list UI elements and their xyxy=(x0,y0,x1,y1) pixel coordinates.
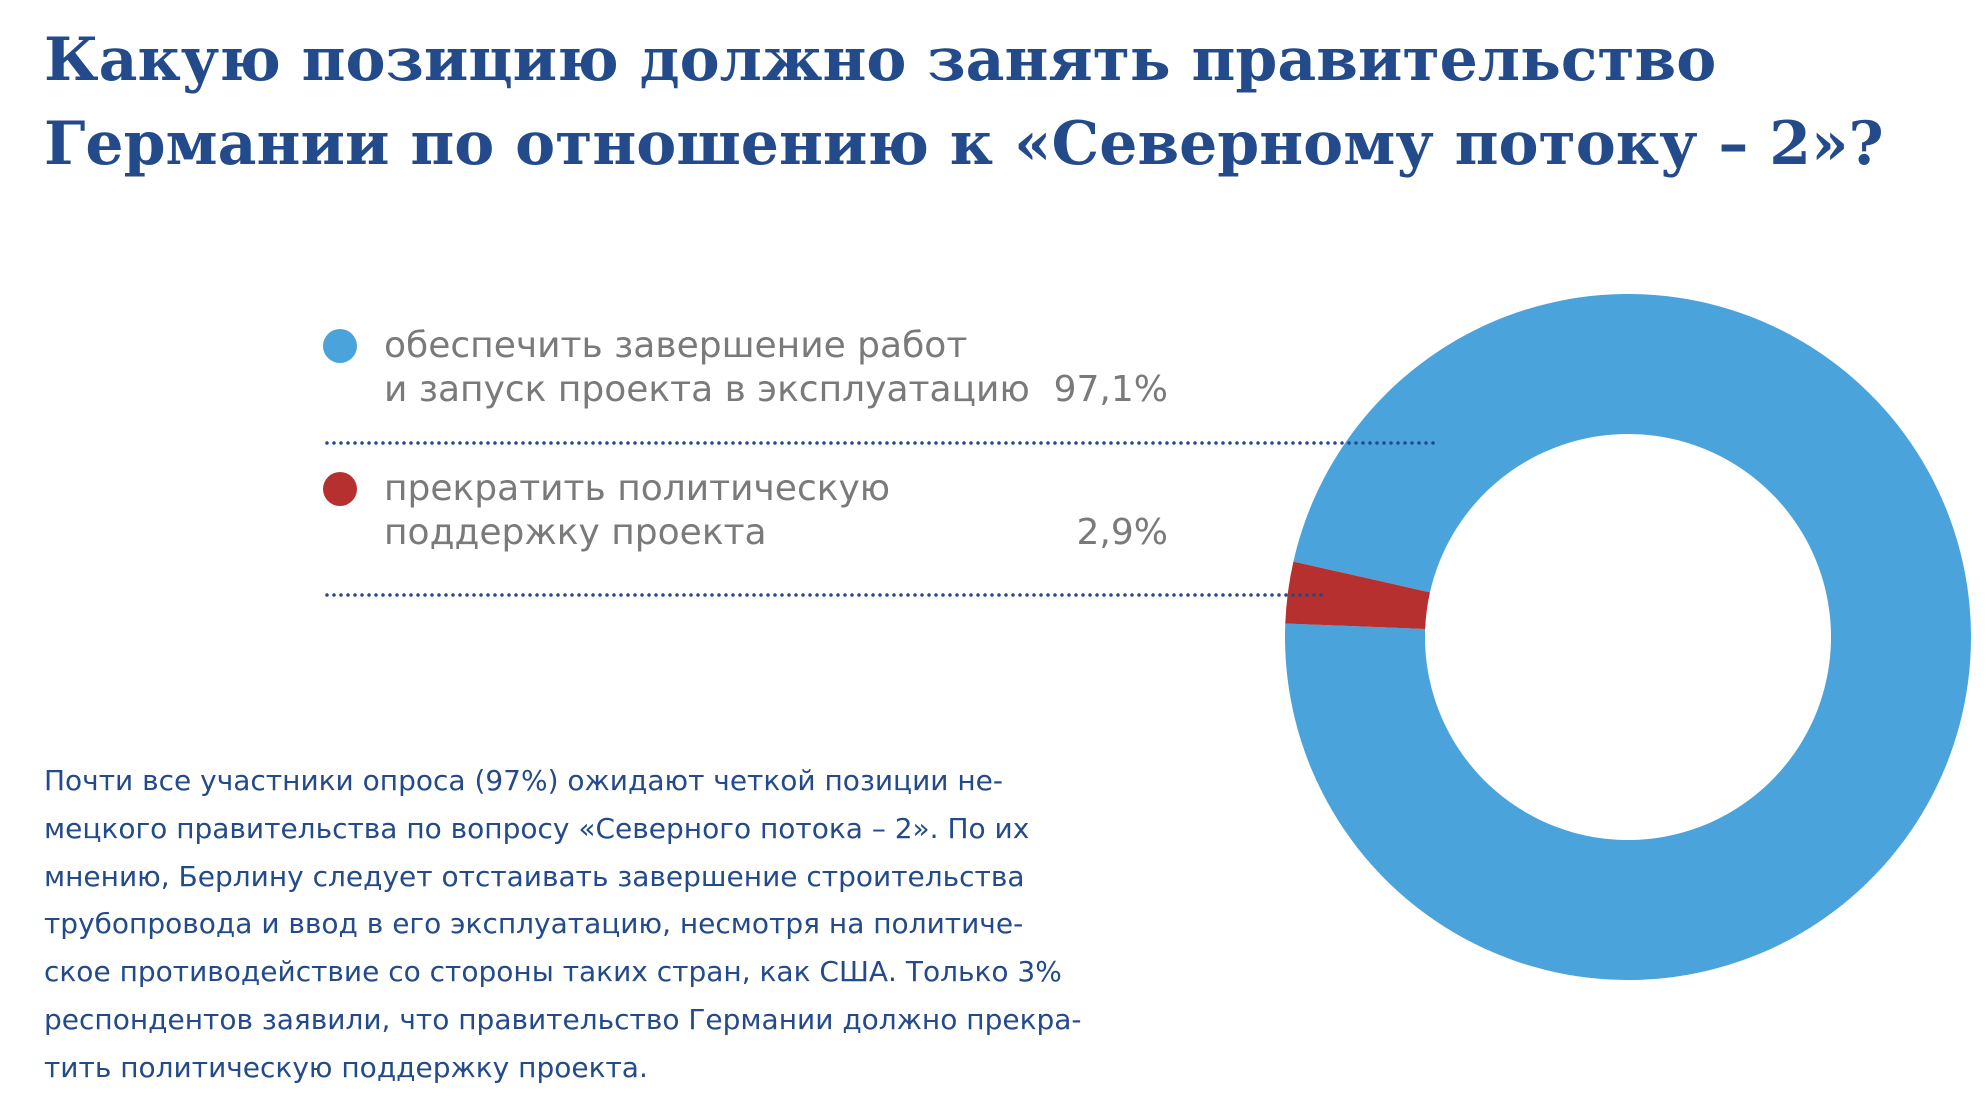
legend-item: обеспечить завершение работ и запуск про… xyxy=(384,324,1168,412)
legend-label: обеспечить завершение работ и запуск про… xyxy=(384,325,1030,410)
legend-item: прекратить политическую поддержку проект… xyxy=(384,467,1168,555)
legend-label: прекратить политическую поддержку проект… xyxy=(384,468,891,553)
legend-marker xyxy=(323,329,357,363)
chart-title: Какую позицию должно занять правительств… xyxy=(44,25,1884,179)
donut xyxy=(1285,293,1972,980)
value-label: 97,1% xyxy=(1053,369,1168,410)
donut-slice xyxy=(1285,293,1972,980)
legend-marker xyxy=(323,472,357,506)
value-label: 2,9% xyxy=(1076,512,1168,553)
description: Почти все участники опроса (97%) ожидают… xyxy=(44,764,1082,1084)
donut-slice xyxy=(1285,561,1430,629)
